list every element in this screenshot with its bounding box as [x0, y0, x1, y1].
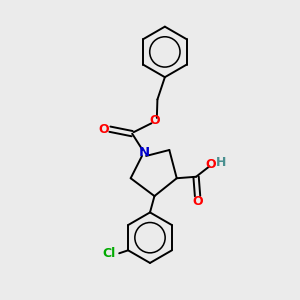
- Text: N: N: [139, 146, 150, 160]
- Text: O: O: [149, 114, 160, 127]
- Text: Cl: Cl: [102, 247, 116, 260]
- Text: O: O: [206, 158, 216, 171]
- Text: H: H: [216, 156, 226, 169]
- Text: O: O: [192, 195, 203, 208]
- Text: O: O: [99, 123, 109, 136]
